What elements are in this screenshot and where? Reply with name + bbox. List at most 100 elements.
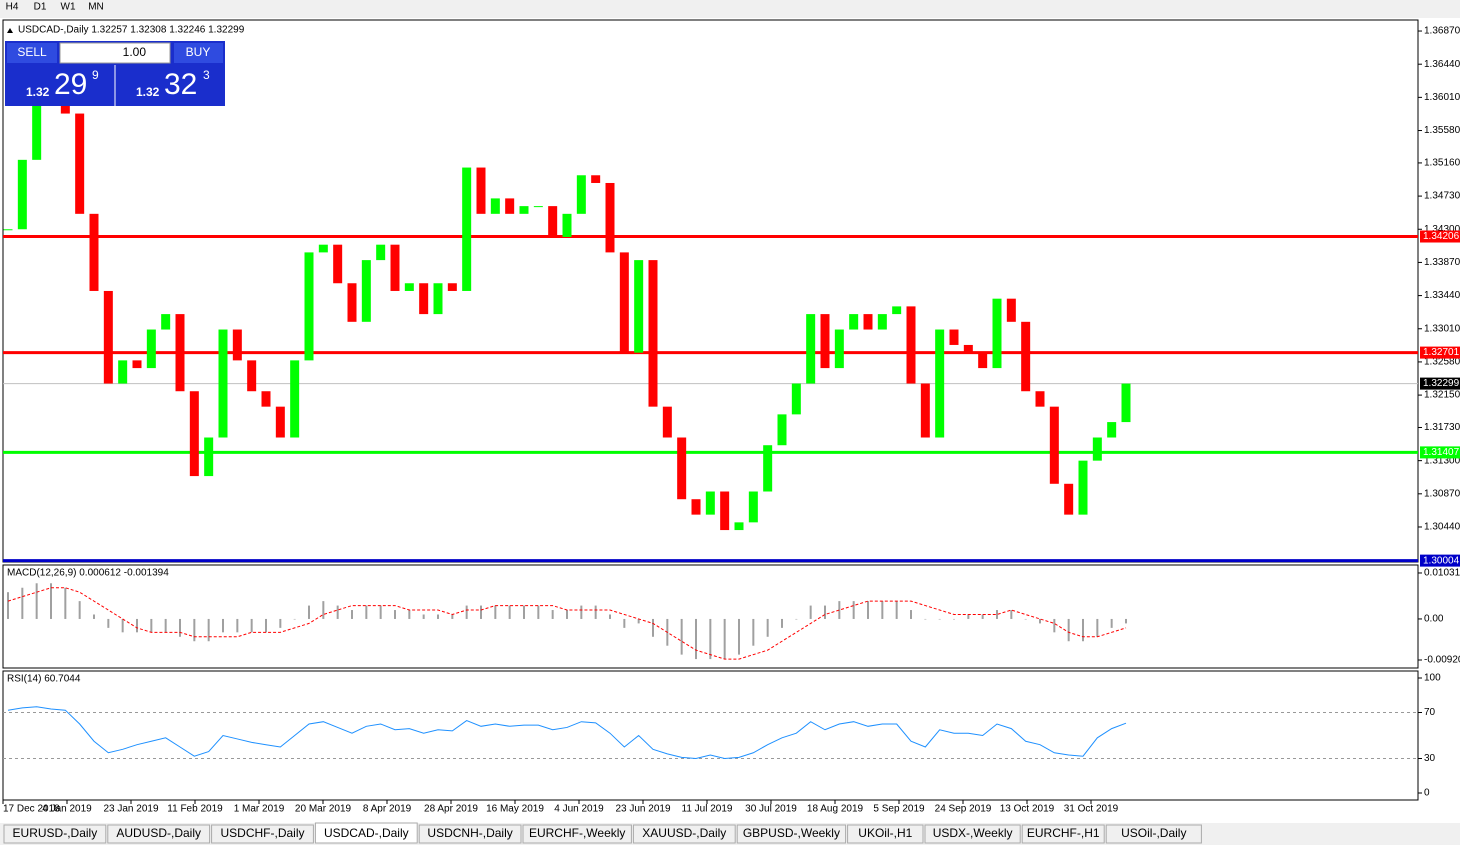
candle [562,213,572,237]
buy-button[interactable] [174,43,223,63]
timeframe-button[interactable]: D1 [34,2,47,13]
lots-input[interactable] [59,42,171,64]
tab[interactable] [314,822,418,844]
candle [619,252,629,353]
macd-bar [1125,618,1127,624]
y-tick-label: 70 [1424,707,1436,718]
candle [132,360,142,369]
tab-label[interactable]: USDCHF-,Daily [221,826,305,840]
tab-label[interactable]: GBPUSD-,Weekly [743,826,840,840]
candle [677,437,687,500]
sell-button[interactable] [7,43,57,63]
candle [447,283,457,291]
macd-bar [1110,618,1113,628]
tab-label[interactable]: USOil-,Daily [1121,826,1186,840]
macd-bar [121,618,124,633]
macd-bar [824,605,826,619]
macd-bar [480,605,482,619]
tab-label[interactable]: AUDUSD-,Daily [116,826,201,840]
macd-bar [680,618,683,655]
x-tick-label: 23 Jan 2019 [103,804,158,815]
macd-bar [1024,618,1027,620]
tab-label[interactable]: UKOil-,H1 [858,826,912,840]
y-tick-label: 0.00 [1424,614,1444,625]
macd-bar [924,618,927,620]
candle [376,244,386,261]
candle [3,229,13,231]
tab-label[interactable]: USDCNH-,Daily [427,826,512,840]
tab[interactable] [847,824,924,844]
candle [75,113,85,214]
candle [748,491,758,523]
y-tick-label: 1.36010 [1424,92,1460,103]
tab[interactable] [1021,824,1105,844]
candle [1078,460,1088,515]
macd-bar [580,605,583,619]
lots-value[interactable]: 1.00 [123,45,147,59]
macd-bar [637,618,640,624]
tab-label[interactable]: XAUUSD-,Daily [642,826,726,840]
macd-bar [322,601,325,619]
candle [218,329,228,438]
candle [1064,483,1074,515]
buy-label[interactable]: BUY [186,45,211,59]
tab-label[interactable]: USDX-,Weekly [933,826,1013,840]
macd-bar [465,605,468,619]
candle [849,314,859,330]
tab-label[interactable]: USDCAD-,Daily [324,826,409,840]
sell-label[interactable]: SELL [17,45,47,59]
candle [462,167,472,291]
timeframe-button[interactable]: MN [88,2,104,13]
macd-bar [7,592,9,619]
candle [763,445,773,492]
y-tick-label: 1.33870 [1424,257,1460,268]
candle [691,499,701,515]
bid-big: 1.32 [26,85,50,99]
x-tick-label: 4 Jan 2019 [42,804,92,815]
macd-bar [236,618,239,633]
candle [89,213,99,291]
tab[interactable] [1105,824,1202,844]
tab-label[interactable]: EURCHF-,Weekly [529,826,625,840]
macd-bar [35,583,38,619]
macd-bar [938,618,941,620]
candle [318,244,328,253]
tab[interactable] [3,824,107,844]
chart-title: USDCAD-,Daily 1.32257 1.32308 1.32246 1.… [18,25,245,36]
macd-bar [795,618,798,620]
macd-bar [967,614,970,619]
timeframe-button[interactable]: W1 [61,2,76,13]
tab[interactable] [736,824,847,844]
timeframe-button[interactable]: H4 [6,2,19,13]
macd-bar [766,618,769,637]
tab-label[interactable]: EURCHF-,H1 [1027,826,1100,840]
x-tick-label: 13 Oct 2019 [1000,804,1055,815]
macd-bar [752,618,755,646]
candle [963,344,973,353]
tab[interactable] [632,824,736,844]
candle [505,198,515,214]
candle [648,260,658,407]
macd-bar [150,618,153,633]
tab[interactable] [522,824,632,844]
level-label: 1.30004 [1423,555,1460,566]
macd-bar [394,610,396,619]
candle [1092,437,1102,461]
candle [304,252,314,361]
candle [605,182,615,253]
macd-bar [107,618,110,628]
tab[interactable] [418,824,522,844]
tab[interactable] [107,824,211,844]
macd-bar [64,587,67,619]
macd-bar [222,618,224,633]
level-label: 1.32299 [1423,378,1460,389]
tab[interactable] [924,824,1021,844]
y-tick-label: 1.31300 [1424,455,1460,466]
candle [834,329,844,369]
macd-bar [551,610,554,619]
candle [662,406,672,438]
macd-bar [709,618,712,660]
candle [978,352,988,369]
tab-label[interactable]: EURUSD-,Daily [13,826,98,840]
tab[interactable] [211,824,314,844]
